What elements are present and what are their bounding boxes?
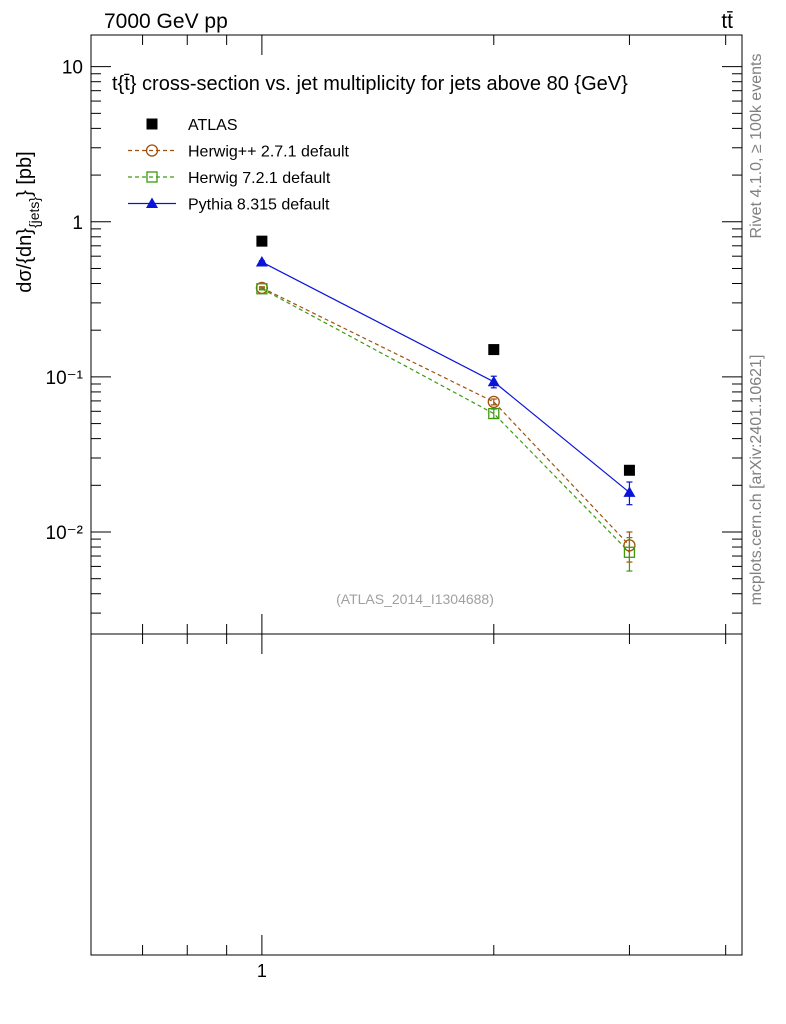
- legend-label: Pythia 8.315 default: [188, 197, 330, 214]
- legend-label: ATLAS: [188, 117, 238, 134]
- data-point: [488, 344, 500, 356]
- axis-ticks: [90, 35, 742, 955]
- header-left: 7000 GeV pp: [104, 10, 228, 33]
- legend: ATLAS Herwig++ 2.7.1 default Herwig 7.2.1 …: [128, 117, 350, 214]
- series-line-2: [261, 288, 630, 553]
- data-point: [488, 407, 500, 420]
- y-axis-title: dσ/{dn}{jets}} [pb]: [14, 151, 42, 292]
- y-axis-title-unit: } [pb]: [14, 151, 36, 197]
- header-right: tt̄: [721, 10, 733, 33]
- y-tick-label: 10⁻¹: [46, 368, 84, 389]
- legend-label: Herwig 7.2.1 default: [188, 170, 331, 187]
- legend-marker: [146, 197, 158, 208]
- analysis-id: (ATLAS_2014_I1304688): [336, 591, 494, 607]
- legend-marker: [145, 144, 159, 157]
- y-tick-label: 10⁻²: [46, 523, 84, 544]
- series-error-bars: [258, 260, 633, 572]
- legend-marker: [146, 118, 158, 130]
- data-point: [487, 395, 500, 409]
- data-point: [487, 375, 500, 387]
- legend-marker: [146, 171, 158, 183]
- data-point: [623, 486, 636, 497]
- legend-label: Herwig++ 2.7.1 default: [188, 144, 350, 161]
- chart-title: t{t̄} cross-section vs. jet multiplicity…: [112, 73, 628, 95]
- y-axis-title-main: dσ/{dn}: [14, 228, 36, 293]
- ratio-frame: [90, 633, 743, 956]
- series-line-1: [261, 287, 630, 546]
- data-point: [256, 283, 268, 295]
- series-lines: [261, 261, 630, 553]
- data-point: [255, 256, 268, 267]
- data-point: [256, 235, 268, 247]
- series-line-3: [261, 261, 630, 493]
- mcplots-label: mcplots.cern.ch [arXiv:2401.10621]: [748, 355, 765, 606]
- data-point: [623, 464, 635, 476]
- rivet-label: Rivet 4.1.0, ≥ 100k events: [748, 54, 765, 239]
- data-point: [623, 546, 636, 558]
- y-tick-label: 10: [62, 58, 83, 79]
- y-tick-labels: 10 1 10⁻¹ 10⁻²: [46, 58, 84, 544]
- data-point: [623, 539, 636, 552]
- y-axis-title-sub: {jets}: [26, 197, 42, 228]
- series-points: [255, 235, 636, 558]
- x-tick-label-1: 1: [257, 961, 267, 981]
- y-tick-label: 1: [72, 213, 83, 234]
